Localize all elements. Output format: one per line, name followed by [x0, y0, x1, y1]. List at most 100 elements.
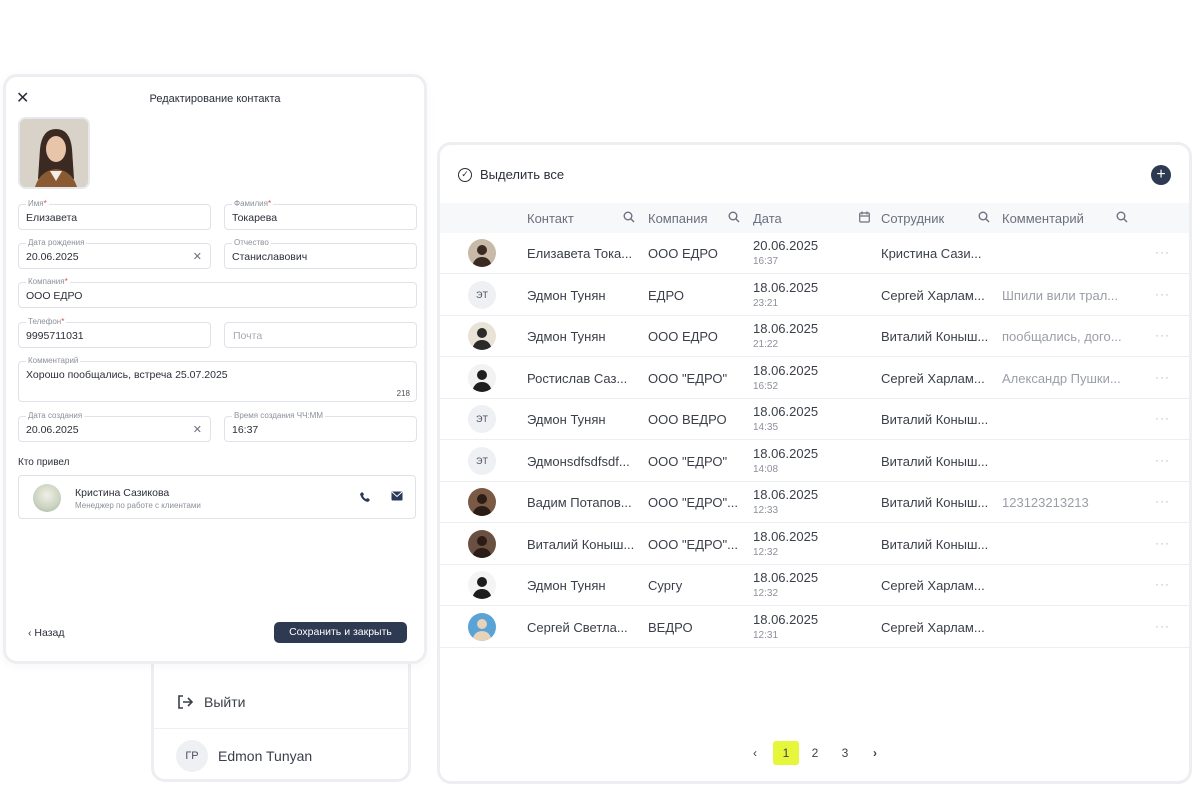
patronymic-field[interactable]: Отчество Станиславович — [224, 238, 417, 269]
contact-avatar — [468, 529, 496, 558]
contact-name: Эдмонsdfsdfsdf... — [527, 453, 630, 469]
employee-name: Виталий Коныш... — [881, 453, 989, 469]
table-row[interactable]: ЭТ Эдмон Тунян ЕДРО 18.06.2025 23:21 Сергей Х… — [440, 275, 1189, 316]
calendar-icon[interactable] — [859, 211, 870, 226]
comment-field[interactable]: Комментарий Хорошо пообщались, встреча 2… — [18, 356, 417, 402]
employee-name: Виталий Коныш... — [881, 412, 989, 427]
plus-icon: + — [1156, 166, 1166, 183]
created-date-field[interactable]: Дата создания 20.06.2025 ✕ — [18, 411, 211, 442]
time-value: 12:32 — [753, 546, 779, 558]
back-label: Назад — [34, 627, 65, 639]
search-icon[interactable] — [1116, 211, 1128, 226]
created-date-value: 20.06.2025 — [26, 424, 79, 436]
column-header-company[interactable]: Компания — [648, 211, 708, 226]
time-value: 21:22 — [753, 339, 779, 350]
table-row[interactable]: Эдмон Тунян Сургу 18.06.2025 12:32 Сергей Ха… — [440, 565, 1189, 606]
close-icon[interactable]: ✕ — [16, 90, 30, 107]
time-value: 16:52 — [753, 380, 779, 392]
table-row[interactable]: Виталий Коныш... ООО "ЕДРО"... 18.06.2025 1… — [440, 524, 1189, 565]
pagination-page-2[interactable]: 2 — [811, 746, 819, 760]
more-options-icon[interactable]: ··· — [1155, 452, 1170, 467]
more-options-icon[interactable]: ··· — [1155, 328, 1170, 342]
mail-icon[interactable] — [391, 491, 403, 504]
more-options-icon[interactable]: ··· — [1155, 286, 1170, 301]
date-value: 18.06.2025 — [753, 445, 819, 461]
more-options-icon[interactable]: ··· — [1155, 245, 1170, 259]
created-time-value: 16:37 — [232, 424, 259, 436]
created-time-field[interactable]: Время создания ЧЧ:ММ 16:37 — [224, 411, 417, 442]
pagination-page-1[interactable]: 1 — [773, 741, 799, 765]
logout-label: Выйти — [204, 694, 246, 710]
phone-value: 9995711031 — [26, 330, 84, 342]
search-icon[interactable] — [978, 211, 990, 226]
current-user[interactable]: ГР Edmon Tunyan — [154, 736, 408, 776]
pagination-page-3[interactable]: 3 — [841, 746, 849, 760]
birth-date-field[interactable]: Дата рождения 20.06.2025 ✕ — [18, 238, 211, 269]
search-icon[interactable] — [623, 211, 635, 226]
more-options-icon[interactable]: ··· — [1155, 494, 1170, 508]
referrer-section-label: Кто привел — [18, 457, 70, 468]
email-field[interactable]: Почта — [224, 322, 417, 348]
comment-text: пообщались, дого... — [1002, 329, 1122, 344]
company-value: ООО ЕДРО — [26, 290, 83, 302]
select-all-button[interactable]: ✓ Выделить все — [458, 167, 564, 182]
logout-button[interactable]: Выйти — [154, 682, 408, 722]
contact-name: Сергей Светла... — [527, 619, 628, 635]
employee-name: Виталий Коныш... — [881, 495, 989, 510]
contact-name: Елизавета Тока... — [527, 246, 633, 261]
table-row[interactable]: Елизавета Тока... ООО ЕДРО 20.06.2025 16:37… — [440, 233, 1189, 274]
date-value: 18.06.2025 — [753, 611, 819, 627]
table-row[interactable]: Эдмон Тунян ООО ЕДРО 18.06.2025 21:22 Витали… — [440, 316, 1189, 357]
logout-icon — [178, 695, 194, 709]
contact-photo[interactable] — [18, 117, 90, 189]
table-row[interactable]: ЭТ Эдмонsdfsdfsdf... ООО "ЕДРО" 18.06.2025 1… — [440, 441, 1189, 482]
required-mark: * — [267, 199, 272, 208]
modal-title: Редактирование контакта — [149, 93, 281, 105]
more-options-icon[interactable]: ··· — [1155, 535, 1170, 550]
search-icon[interactable] — [728, 211, 740, 226]
last-name-label: Фамилия — [234, 199, 268, 208]
clear-icon[interactable]: ✕ — [192, 424, 202, 436]
last-name-field[interactable]: Фамилия* Токарева — [224, 199, 417, 230]
comment-text: 123123213213 — [1002, 495, 1089, 510]
company-field[interactable]: Компания* ООО ЕДРО — [18, 277, 417, 308]
employee-name: Виталий Коныш... — [881, 329, 989, 344]
comment-label: Комментарий — [26, 356, 81, 366]
first-name-label: Имя — [28, 199, 44, 208]
email-placeholder: Почта — [233, 330, 263, 342]
table-row[interactable]: Вадим Потапов... ООО "ЕДРО"... 18.06.2025 1… — [440, 482, 1189, 523]
pagination-next-button[interactable]: › — [868, 741, 882, 765]
last-name-value: Токарева — [232, 212, 278, 224]
back-button[interactable]: ‹ Назад — [28, 627, 65, 639]
add-contact-button[interactable]: + — [1151, 165, 1171, 185]
table-row[interactable]: Ростислав Саз... ООО "ЕДРО" 18.06.2025 16:5… — [440, 358, 1189, 399]
column-header-comment[interactable]: Комментарий — [1002, 211, 1084, 226]
contact-name: Вадим Потапов... — [527, 495, 632, 510]
select-all-label: Выделить все — [480, 167, 565, 182]
phone-field[interactable]: Телефон* 9995711031 — [18, 317, 211, 348]
date-value: 18.06.2025 — [753, 528, 819, 544]
column-header-employee[interactable]: Сотрудник — [881, 211, 945, 226]
more-options-icon[interactable]: ··· — [1155, 411, 1170, 425]
more-options-icon[interactable]: ··· — [1155, 618, 1170, 633]
referrer-card[interactable]: Кристина Сазикова Менеджер по работе с к… — [18, 475, 416, 519]
time-value: 14:08 — [753, 463, 779, 475]
column-header-date[interactable]: Дата — [753, 211, 782, 226]
company-name: ООО "ЕДРО"... — [648, 536, 738, 552]
table-row[interactable]: ЭТ Эдмон Тунян ООО ВЕДРО 18.06.2025 14:35 Вит… — [440, 399, 1189, 440]
pagination-prev-button[interactable]: ‹ — [748, 741, 762, 765]
company-name: ООО ЕДРО — [648, 329, 718, 344]
more-options-icon[interactable]: ··· — [1155, 369, 1170, 384]
employee-name: Кристина Сази... — [881, 246, 982, 261]
save-and-close-button[interactable]: Сохранить и закрыть — [274, 622, 407, 643]
contact-name: Эдмон Тунян — [527, 329, 606, 344]
table-row[interactable]: Сергей Светла... ВЕДРО 18.06.2025 12:31 Серг… — [440, 607, 1189, 648]
first-name-field[interactable]: Имя* Елизавета — [18, 199, 211, 230]
clear-icon[interactable]: ✕ — [192, 251, 202, 263]
more-options-icon[interactable]: ··· — [1155, 577, 1170, 591]
column-header-contact[interactable]: Контакт — [527, 211, 574, 226]
phone-icon[interactable] — [359, 491, 371, 506]
date-value: 18.06.2025 — [753, 404, 819, 419]
contacts-table-card: ✓ Выделить все + Контакт Компания Дата С… — [437, 142, 1192, 784]
employee-name: Сергей Харлам... — [881, 370, 985, 386]
